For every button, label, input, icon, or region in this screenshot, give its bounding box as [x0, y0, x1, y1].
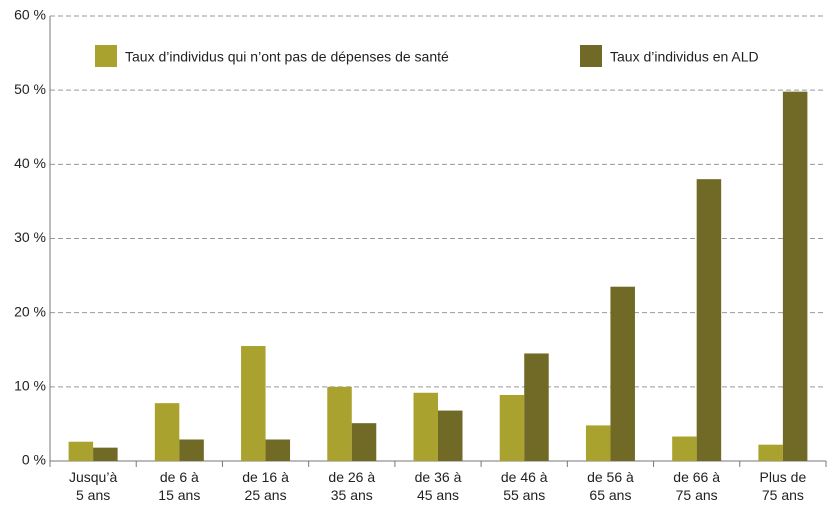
x-tick-label: de 36 à 45 ans — [415, 469, 462, 503]
legend-label: Taux d’individus en ALD — [610, 49, 759, 65]
x-tick-label: de 46 à 55 ans — [501, 469, 548, 503]
x-tick-label: de 56 à 65 ans — [587, 469, 634, 503]
bar — [438, 410, 463, 461]
legend-swatch — [95, 45, 117, 67]
bar — [610, 286, 635, 461]
x-tick-label: de 16 à 25 ans — [242, 469, 289, 503]
y-tick-label: 20 % — [14, 303, 46, 319]
legend-swatch — [580, 45, 602, 67]
bar — [327, 386, 352, 461]
x-tick-label: de 26 à 35 ans — [328, 469, 375, 503]
x-tick-label: Plus de 75 ans — [760, 469, 807, 503]
bar — [524, 353, 549, 461]
bar — [154, 403, 180, 461]
bar — [265, 439, 291, 461]
x-tick-label: de 6 à 15 ans — [158, 469, 200, 503]
bar — [782, 91, 808, 462]
bar — [758, 444, 783, 461]
bar — [413, 392, 438, 461]
y-tick-label: 60 % — [14, 7, 46, 23]
bar — [68, 441, 94, 461]
bar — [93, 447, 118, 461]
bar — [351, 423, 377, 461]
x-tick-label: de 66 à 75 ans — [673, 469, 720, 503]
y-tick-label: 10 % — [14, 378, 46, 394]
y-tick-label: 0 % — [22, 452, 46, 468]
y-tick-label: 30 % — [14, 229, 46, 245]
bar — [179, 439, 204, 461]
bar — [696, 179, 722, 461]
x-tick-label: Jusqu’à 5 ans — [69, 469, 117, 503]
bar — [585, 425, 611, 461]
y-tick-label: 50 % — [14, 81, 46, 97]
legend-label: Taux d’individus qui n’ont pas de dépens… — [125, 49, 449, 65]
y-tick-label: 40 % — [14, 155, 46, 171]
bar — [241, 346, 266, 461]
bar — [672, 436, 697, 461]
bar — [499, 394, 525, 461]
